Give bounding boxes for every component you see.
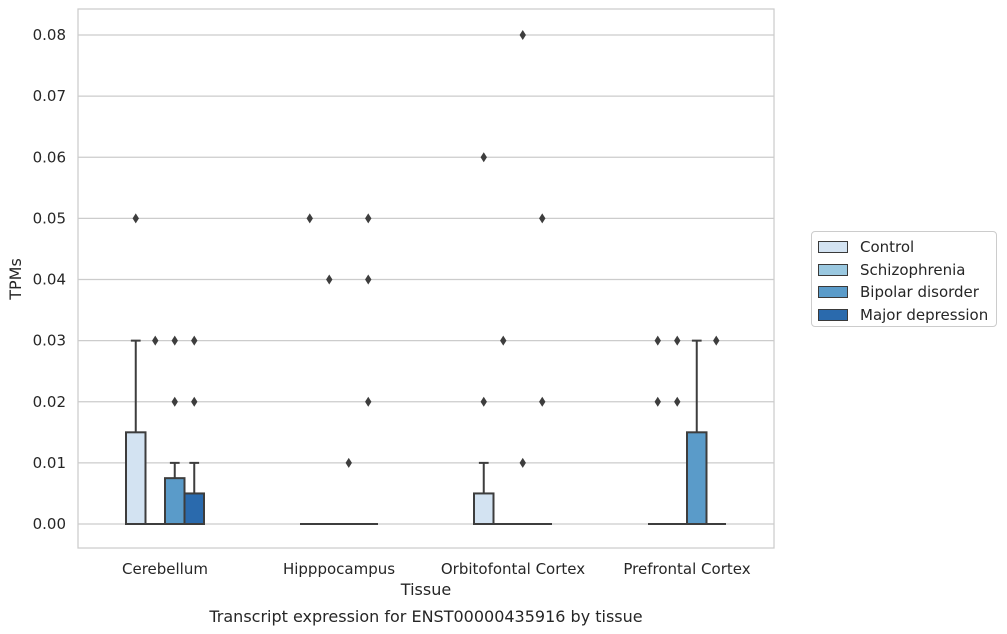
plot-area-frame <box>77 8 775 549</box>
outlier-point <box>191 396 198 407</box>
box <box>164 335 186 526</box>
outlier-point <box>171 396 178 407</box>
outlier-point <box>654 335 661 346</box>
box <box>358 213 378 525</box>
box-rect <box>125 431 147 526</box>
outlier-point <box>713 335 720 346</box>
outlier-point <box>345 457 352 468</box>
y-tick-labels: 0.00 0.01 0.02 0.03 0.04 0.05 0.06 0.07 0.08 <box>33 26 66 533</box>
x-tick-label: Orbitofontal Cortex <box>441 560 585 578</box>
y-axis-title: TPMs <box>6 258 25 301</box>
legend-swatch-schizophrenia <box>818 263 848 276</box>
outlier-point <box>519 457 526 468</box>
box <box>706 335 726 525</box>
outlier-point <box>539 396 546 407</box>
box <box>183 335 205 526</box>
outlier-point <box>132 213 139 224</box>
y-tick-label: 0.02 <box>33 393 66 411</box>
y-tick-label: 0.08 <box>33 26 66 44</box>
grid-lines <box>78 34 774 525</box>
legend-label-major-depression: Major depression <box>860 305 989 324</box>
box <box>686 339 708 526</box>
box <box>648 335 668 525</box>
outlier-point <box>674 396 681 407</box>
y-tick-label: 0.07 <box>33 87 66 105</box>
box <box>493 335 513 525</box>
legend-label-bipolar-disorder: Bipolar disorder <box>860 283 979 302</box>
box <box>319 274 339 525</box>
x-tick-label: Cerebellum <box>122 560 208 578</box>
y-tick-label: 0.05 <box>33 209 66 227</box>
legend-item-bipolar-disorder: Bipolar disorder <box>812 281 996 304</box>
legend-label-control: Control <box>860 238 915 257</box>
y-tick-label: 0.01 <box>33 454 66 472</box>
legend-label-schizophrenia: Schizophrenia <box>860 260 966 279</box>
x-tick-label: Prefrontal Cortex <box>623 560 750 578</box>
box-rect <box>164 477 186 526</box>
y-tick-label: 0.00 <box>33 515 66 533</box>
outlier-point <box>152 335 159 346</box>
box-rect <box>686 431 708 526</box>
outlier-point <box>500 335 507 346</box>
outlier-point <box>171 335 178 346</box>
legend-item-major-depression: Major depression <box>812 304 996 327</box>
x-axis-title: Tissue <box>400 580 451 599</box>
box-series <box>125 30 726 526</box>
legend: Control Schizophrenia Bipolar disorder M… <box>811 231 997 327</box>
outlier-point <box>365 213 372 224</box>
outlier-point <box>480 152 487 163</box>
box <box>667 335 687 525</box>
x-tick-labels: Cerebellum Hipppocampus Orbitofontal Corte… <box>122 560 751 578</box>
box-rect <box>183 492 205 526</box>
box <box>473 152 495 526</box>
outlier-point <box>326 274 333 285</box>
outlier-point <box>539 213 546 224</box>
box-rect <box>473 492 495 526</box>
outlier-point <box>365 274 372 285</box>
box <box>513 30 533 525</box>
y-tick-label: 0.04 <box>33 271 66 289</box>
box <box>532 213 552 525</box>
outlier-point <box>306 213 313 224</box>
y-tick-label: 0.03 <box>33 332 66 350</box>
y-tick-label: 0.06 <box>33 148 66 166</box>
outlier-point <box>191 335 198 346</box>
box <box>300 213 320 525</box>
legend-swatch-bipolar-disorder <box>818 286 848 299</box>
x-tick-label: Hipppocampus <box>283 560 395 578</box>
chart-title: Transcript expression for ENST0000043591… <box>208 607 642 626</box>
series-control <box>125 152 668 526</box>
outlier-point <box>365 396 372 407</box>
box <box>125 213 147 526</box>
legend-swatch-control <box>818 241 848 254</box>
legend-item-schizophrenia: Schizophrenia <box>812 259 996 282</box>
box <box>339 457 359 525</box>
outlier-point <box>654 396 661 407</box>
outlier-point <box>674 335 681 346</box>
legend-swatch-major-depression <box>818 308 848 321</box>
box <box>145 335 165 525</box>
outlier-point <box>480 396 487 407</box>
outlier-point <box>519 30 526 41</box>
series-schizophrenia <box>145 274 687 525</box>
series-major-depression <box>183 213 726 526</box>
series-bipolar-disorder <box>164 30 708 526</box>
legend-item-control: Control <box>812 236 996 259</box>
